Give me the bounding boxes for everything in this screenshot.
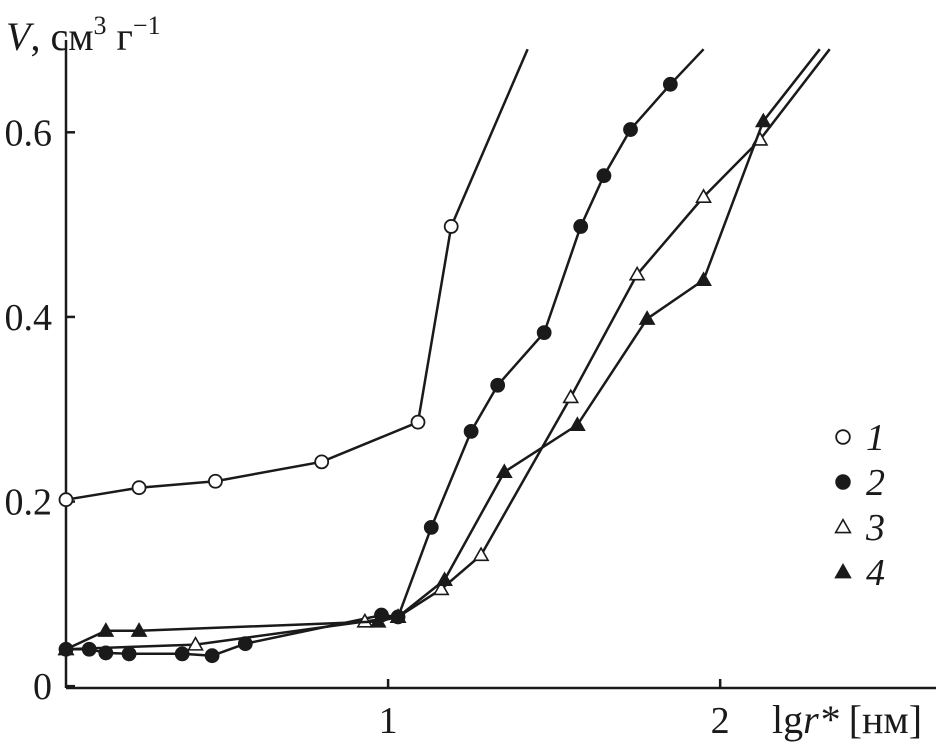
y-tick-label-3: 0.6 — [5, 112, 53, 154]
series-4-point-7 — [568, 416, 586, 431]
series-4-point-10 — [754, 112, 772, 128]
series-4-point-0 — [57, 640, 75, 656]
legend-label-2: 2 — [866, 462, 885, 504]
series-3-point-1 — [187, 636, 204, 651]
series-2-point-16 — [662, 76, 678, 92]
series-1-point-5 — [443, 219, 459, 234]
series-1-point-3 — [314, 454, 330, 470]
series-1-point-4 — [410, 414, 426, 430]
series-2 — [58, 48, 705, 664]
series-4 — [57, 48, 821, 656]
series-2-point-11 — [490, 377, 506, 393]
series-3 — [57, 48, 831, 656]
series-2-point-15 — [623, 122, 638, 137]
series-2-line — [66, 83, 672, 657]
series-4-point-2 — [130, 622, 148, 637]
series-2-extension — [669, 48, 705, 86]
series-2-point-9 — [423, 519, 439, 535]
series-3-line — [65, 138, 761, 651]
series-3-point-5 — [472, 546, 490, 562]
series-3-point-7 — [628, 265, 646, 281]
x-tick-label-0: 1 — [379, 700, 398, 742]
series-4-point-5 — [436, 571, 453, 587]
series-2-point-3 — [121, 646, 137, 662]
y-axis-label: V, см3 г−1 — [6, 11, 161, 59]
series-2-point-10 — [463, 423, 479, 439]
series-1-extension — [450, 48, 529, 227]
series-2-point-14 — [596, 168, 612, 184]
series-2-point-12 — [536, 325, 552, 341]
y-tick-label-2: 0.4 — [5, 297, 53, 339]
series-3-extension — [759, 48, 831, 141]
ticks: 1 2 0 0.2 0.4 0.6 — [5, 112, 730, 742]
series-3-point-8 — [695, 188, 712, 203]
y-tick-label-0: 0 — [33, 666, 52, 708]
series-1-point-1 — [131, 480, 147, 496]
series-4-point-3 — [369, 612, 387, 628]
series-2-point-4 — [174, 646, 190, 662]
series-4-point-8 — [638, 310, 656, 325]
legend-label-1: 1 — [866, 417, 885, 459]
series-4-point-1 — [97, 622, 115, 637]
legend-marker-1 — [835, 429, 851, 445]
legend-marker-2 — [835, 474, 851, 490]
axes — [64, 40, 936, 690]
series-3-point-4 — [432, 580, 450, 596]
series-1-point-0 — [58, 492, 74, 508]
legend-marker-4 — [834, 563, 852, 579]
series-2-point-5 — [204, 648, 220, 664]
legend-label-4: 4 — [866, 552, 885, 594]
series-1-point-2 — [208, 473, 223, 489]
series-2-point-13 — [573, 219, 589, 234]
legend-marker-3 — [834, 518, 852, 534]
y-tick-label-1: 0.2 — [5, 482, 53, 524]
series-2-point-2 — [98, 645, 114, 661]
series-4-point-4 — [389, 608, 407, 623]
x-tick-label-1: 2 — [711, 700, 730, 742]
legend-label-3: 3 — [865, 507, 885, 549]
series-4-extension — [762, 48, 821, 122]
series-1 — [58, 48, 529, 508]
series-4-point-6 — [495, 463, 513, 479]
series-4-point-9 — [695, 271, 712, 287]
series-layer — [57, 48, 831, 664]
x-axis-label: lgr* [нм] — [772, 697, 922, 742]
series-3-point-6 — [562, 388, 580, 404]
series-1-line — [65, 226, 453, 501]
